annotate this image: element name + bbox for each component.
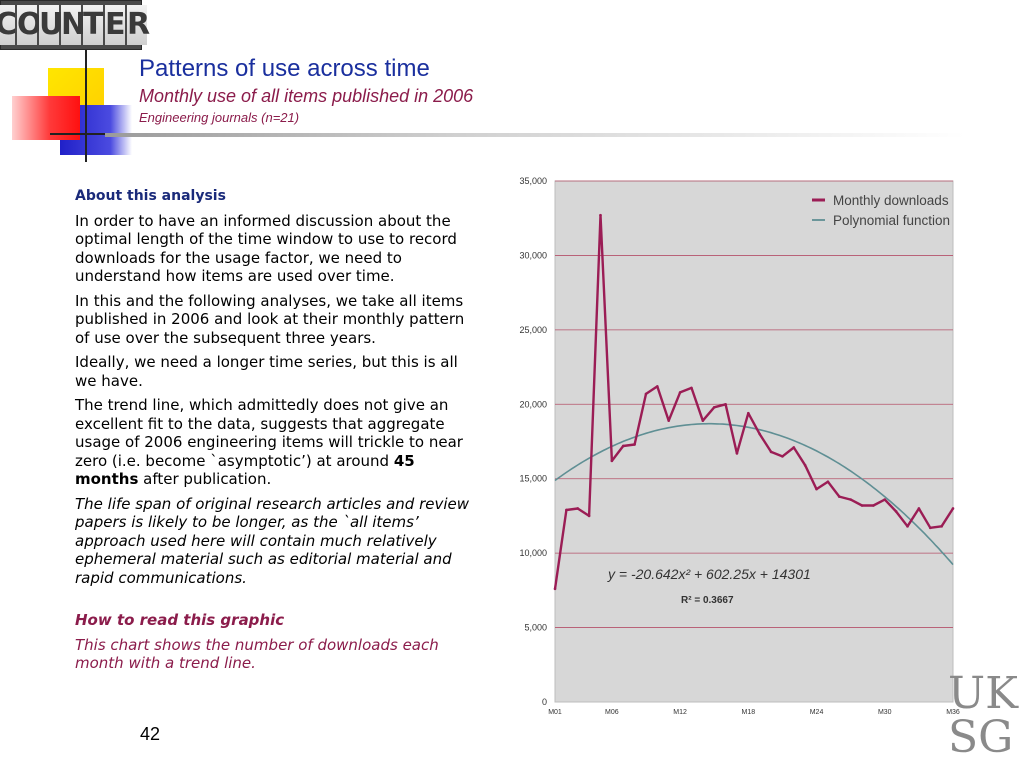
data-point	[633, 443, 636, 446]
data-point	[678, 391, 682, 394]
trend-line	[554, 422, 954, 566]
data-point	[781, 455, 784, 458]
data-point	[644, 392, 648, 396]
data-point	[940, 525, 943, 528]
data-point	[815, 487, 818, 491]
data-point	[621, 444, 625, 448]
counter-logo-letter: C	[0, 5, 17, 45]
paragraph-4: The trend line, which admittedly does no…	[75, 396, 475, 489]
y-tick-label: 15,000	[519, 474, 547, 484]
y-tick-label: 5,000	[524, 623, 547, 633]
data-point	[667, 419, 671, 422]
counter-logo-letter: E	[105, 5, 126, 45]
data-point	[735, 452, 739, 455]
data-point	[656, 385, 659, 388]
decor-vertical-line	[85, 50, 87, 162]
series-line-monthly-downloads	[553, 214, 955, 590]
decor-horizontal-line	[50, 133, 150, 135]
x-tick-label: M36	[946, 709, 960, 716]
counter-logo-letter: O	[17, 5, 43, 45]
how-to-read-heading: How to read this graphic	[75, 611, 285, 629]
counter-logo-letter: N	[61, 5, 86, 45]
analysis-text: About this analysis In order to have an …	[75, 187, 475, 679]
uksg-logo-line1: UK	[948, 668, 1018, 719]
y-tick-label: 0	[542, 697, 547, 707]
data-point	[576, 507, 580, 510]
data-point	[826, 480, 830, 483]
data-point	[883, 498, 887, 501]
uksg-logo: UK SG	[948, 672, 1022, 760]
data-point	[849, 498, 852, 501]
uksg-logo-line2: SG	[948, 712, 1014, 763]
title-underline	[105, 133, 965, 137]
paragraph-3: Ideally, we need a longer time series, b…	[75, 353, 458, 390]
trend-equation: y = -20.642x² + 602.25x + 14301	[607, 566, 811, 582]
x-tick-label: M12	[673, 709, 687, 716]
data-point	[769, 450, 773, 454]
data-point	[587, 514, 591, 518]
r-squared-label: R² = 0.3667	[681, 595, 734, 606]
data-point	[747, 411, 750, 415]
counter-logo-letter: U	[39, 5, 63, 45]
data-point	[792, 446, 796, 449]
page-number: 42	[140, 724, 161, 744]
downloads-chart: 0 5,000 10,000 15,000 20,000 25,000 30,000 35,0…	[519, 176, 960, 716]
x-tick-label: M18	[742, 709, 756, 716]
data-point	[872, 504, 875, 507]
data-point	[701, 419, 705, 422]
data-point	[553, 587, 557, 591]
plot-area	[554, 180, 954, 703]
about-heading: About this analysis	[75, 188, 226, 204]
page-subsubtitle: Engineering journals (n=21)	[139, 110, 300, 125]
data-point	[917, 507, 921, 510]
paragraph-1: In order to have an informed discussion …	[75, 211, 457, 286]
paragraph-5: The life span of original research artic…	[75, 494, 470, 587]
paragraph-2: In this and the following analyses, we t…	[75, 291, 465, 347]
legend-label: Monthly downloads	[833, 193, 949, 208]
x-tick-label: M30	[878, 709, 892, 716]
page-subtitle: Monthly use of all items published in 20…	[139, 86, 474, 106]
data-point	[690, 386, 693, 390]
counter-logo-letter: T	[83, 5, 103, 45]
y-tick-label: 25,000	[519, 325, 547, 335]
paragraph-4-a: The trend line, which admittedly does no…	[75, 396, 463, 470]
data-point	[599, 213, 602, 217]
y-tick-label: 20,000	[519, 399, 547, 409]
x-tick-label: M06	[605, 709, 619, 716]
legend-label: Polynomial function	[833, 213, 950, 228]
x-tick-label: M01	[548, 709, 562, 716]
how-to-read-text: This chart shows the number of downloads…	[75, 635, 439, 673]
data-point	[610, 459, 614, 463]
decor-red-block	[12, 96, 80, 140]
page-title: Patterns of use across time	[139, 55, 430, 82]
counter-logo-letter: R	[127, 5, 150, 45]
paragraph-4-bold: 45 months	[75, 451, 415, 489]
data-point	[894, 510, 898, 513]
data-point	[906, 525, 909, 528]
data-point	[860, 504, 864, 507]
data-point	[758, 432, 761, 436]
data-point	[837, 495, 841, 498]
data-point	[951, 507, 955, 510]
x-tick-label: M24	[810, 709, 824, 716]
data-point	[565, 508, 568, 512]
data-point	[724, 402, 727, 406]
y-tick-label: 10,000	[519, 548, 547, 558]
data-point	[712, 405, 716, 409]
y-tick-label: 30,000	[519, 250, 547, 260]
paragraph-4-b: after publication.	[138, 470, 272, 488]
data-point	[928, 526, 932, 530]
y-tick-label: 35,000	[519, 176, 547, 186]
data-point	[803, 464, 807, 467]
